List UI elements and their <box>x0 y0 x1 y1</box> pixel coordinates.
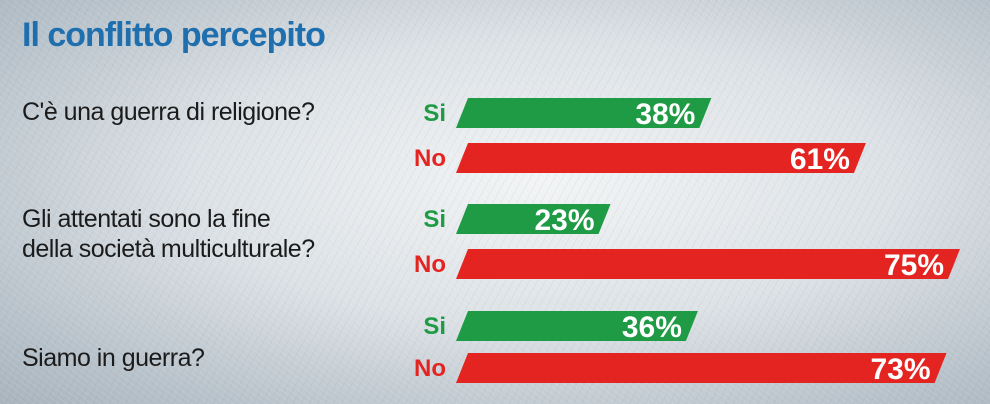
bar-q2-si <box>456 204 611 234</box>
bar-label-q1-no: No <box>414 145 446 172</box>
bar-q3-no <box>456 353 947 383</box>
value-label-q3-no: 73% <box>871 353 931 386</box>
value-label-q2-si: 23% <box>535 204 595 237</box>
question-3: Siamo in guerra? <box>22 344 205 372</box>
bar-label-q2-no: No <box>414 251 446 278</box>
value-label-q1-no: 61% <box>790 143 850 176</box>
bar-q1-si <box>456 98 712 128</box>
bar-label-q1-si: Si <box>423 100 446 127</box>
value-label-q3-si: 36% <box>622 311 682 344</box>
bar-label-q3-si: Si <box>423 313 446 340</box>
bar-q3-si <box>456 311 698 341</box>
bar-q2-no <box>456 249 960 279</box>
question-2: Gli attentati sono la fine della società… <box>22 204 315 264</box>
chart-title: Il conflitto percepito <box>22 16 326 54</box>
value-label-q1-si: 38% <box>635 98 695 131</box>
question-2-line-2: della società multiculturale? <box>22 235 315 263</box>
bar-label-q3-no: No <box>414 355 446 382</box>
question-1: C'è una guerra di religione? <box>22 98 315 126</box>
bar-q1-no <box>456 143 866 173</box>
value-label-q2-no: 75% <box>884 249 944 282</box>
bar-label-q2-si: Si <box>423 206 446 233</box>
question-2-line-1: Gli attentati sono la fine <box>22 205 271 233</box>
